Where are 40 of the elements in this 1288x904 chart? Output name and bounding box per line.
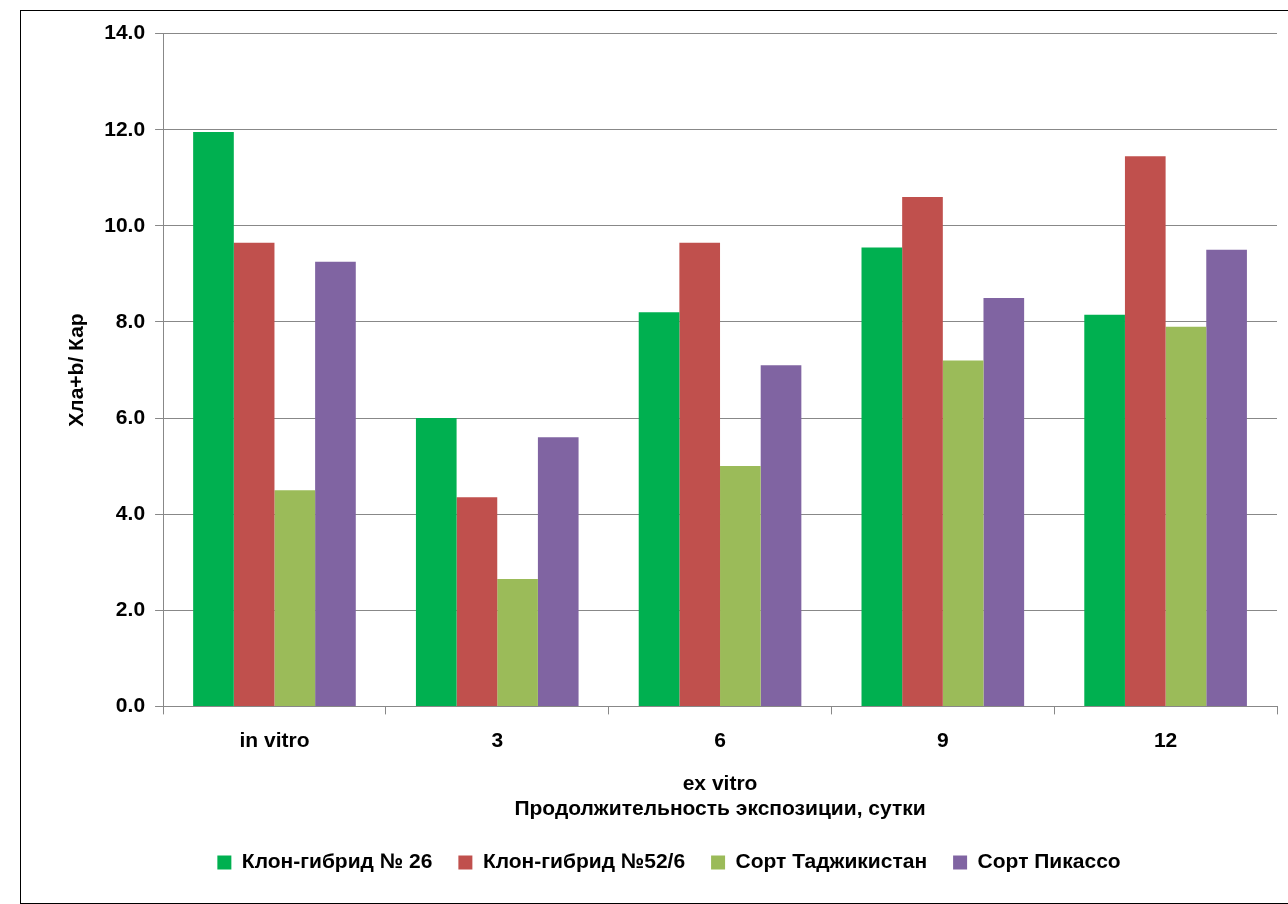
x-tick-label: 3 — [491, 727, 504, 751]
x-tick-label: 6 — [714, 727, 726, 751]
y-tick-label: 10.0 — [104, 212, 146, 236]
y-tick-label: 12.0 — [104, 116, 146, 140]
bar — [537, 437, 579, 706]
legend-label: Клон-гибрид №52/6 — [482, 849, 686, 873]
legend-label: Сорт Таджикистан — [735, 849, 928, 873]
legend-label: Клон-гибрид № 26 — [241, 849, 433, 873]
x-tick-label: 9 — [936, 727, 949, 751]
bar — [1206, 249, 1247, 706]
y-tick-label: 6.0 — [115, 404, 146, 428]
y-tick-label: 8.0 — [115, 308, 146, 332]
y-tick-label: 2.0 — [115, 597, 146, 621]
y-tick-label: 14.0 — [104, 20, 146, 44]
bar — [942, 360, 984, 706]
bar — [861, 247, 903, 706]
y-axis-title: Хла+b/ Кар — [64, 313, 88, 427]
bar — [415, 418, 457, 706]
bar — [1084, 314, 1125, 706]
bar — [983, 297, 1025, 706]
bar — [456, 497, 498, 706]
bar — [1165, 326, 1207, 706]
bar — [760, 365, 802, 706]
bar — [902, 196, 943, 706]
y-tick-label: 4.0 — [115, 500, 146, 524]
bar — [720, 466, 761, 706]
x-tick-label: 12 — [1153, 727, 1178, 751]
bar — [1124, 156, 1166, 706]
bar — [497, 579, 538, 706]
bar — [679, 242, 721, 706]
bar — [193, 132, 234, 706]
bar — [315, 261, 356, 706]
bar — [233, 242, 275, 706]
x-axis-title: Продолжительность экспозиции, сутки — [514, 796, 926, 820]
x-tick-label: in vitro — [239, 727, 310, 751]
legend-label: Сорт Пикассо — [977, 849, 1121, 873]
bar — [274, 490, 316, 706]
text: ex vitro — [682, 771, 758, 794]
y-tick-label: 0.0 — [115, 693, 146, 717]
bar — [638, 312, 680, 706]
